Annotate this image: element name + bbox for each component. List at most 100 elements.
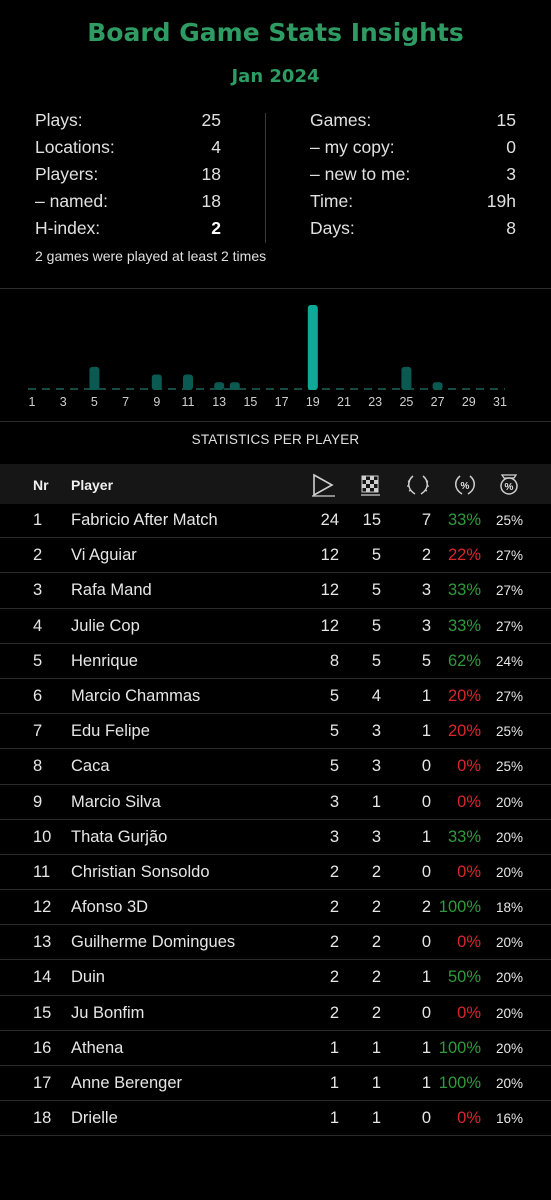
stat-h-index: H-index: 2 [35, 218, 221, 238]
row-percent: 18% [495, 900, 523, 916]
row-nr: 13 [33, 933, 52, 952]
row-percent: 20% [495, 1005, 523, 1021]
table-row[interactable]: 2 Vi Aguiar 12 5 2 22% 27% [0, 538, 551, 574]
row-plays: 2 [329, 968, 339, 987]
row-percent: 25% [495, 513, 523, 528]
row-nr: 16 [33, 1038, 52, 1057]
table-row[interactable]: 8 Caca 5 3 0 0% 25% [0, 749, 551, 785]
row-plays: 12 [320, 616, 339, 635]
row-wins: 5 [421, 651, 431, 670]
row-player-name: Athena [71, 1038, 124, 1057]
table-row[interactable]: 12 Afonso 3D 2 2 2 100% 18% [0, 890, 551, 926]
chart-bar[interactable] [183, 374, 193, 390]
plays-per-day-chart: 1 3 5 7 9 11 13 15 17 19 21 23 25 27 29 31 [28, 305, 507, 409]
row-win-percent: 100% [438, 1074, 481, 1092]
row-win-percent: 50% [447, 968, 481, 987]
table-row[interactable]: 17 Anne Berenger 1 1 1 100% 20% [0, 1066, 551, 1102]
table-row[interactable]: 1 Fabricio After Match 24 15 7 33% 25% [0, 503, 551, 539]
row-percent: 20% [495, 970, 523, 986]
percent-symbol: % [461, 481, 470, 492]
stat-plays: Plays: 25 [35, 110, 221, 130]
row-nr: 15 [33, 1003, 52, 1022]
table-row[interactable]: 3 Rafa Mand 12 5 3 33% 27% [0, 573, 551, 609]
chart-bar[interactable] [432, 382, 443, 390]
row-nr: 17 [33, 1074, 52, 1092]
row-games: 2 [371, 898, 381, 917]
chart-tick-label: 5 [91, 395, 98, 409]
row-wins: 3 [421, 581, 431, 600]
row-plays: 3 [329, 792, 339, 811]
row-win-percent: 33% [447, 511, 481, 529]
row-plays: 1 [329, 1109, 339, 1128]
table-row[interactable]: 18 Drielle 1 1 0 0% 16% [0, 1101, 551, 1137]
chart-tick-label: 1 [29, 395, 36, 409]
chart-bar[interactable] [401, 366, 412, 390]
checkered-board-icon[interactable] [360, 473, 382, 497]
table-row[interactable]: 13 Guilherme Domingues 2 2 0 0% 20% [0, 925, 551, 961]
row-percent: 20% [495, 864, 523, 880]
row-nr: 8 [33, 757, 43, 776]
row-percent: 20% [495, 1040, 523, 1056]
chart-bar[interactable] [229, 382, 240, 390]
table-row[interactable]: 4 Julie Cop 12 5 3 33% 27% [0, 609, 551, 644]
chart-bar[interactable] [151, 374, 162, 390]
row-win-percent: 100% [438, 1038, 481, 1057]
period-label: Jan 2024 [231, 66, 320, 87]
table-row[interactable]: 5 Henrique 8 5 5 62% 24% [0, 644, 551, 679]
row-wins: 0 [421, 757, 431, 776]
row-percent: 27% [495, 548, 523, 564]
table-row[interactable]: 9 Marcio Silva 3 1 0 0% 20% [0, 785, 551, 820]
stat-days: Days: 8 [310, 218, 516, 238]
table-row[interactable]: 14 Duin 2 2 1 50% 20% [0, 960, 551, 996]
chart-bar[interactable] [307, 305, 318, 390]
chart-bar[interactable] [214, 382, 225, 390]
row-percent: 16% [495, 1111, 523, 1127]
laurel-wreath-icon[interactable] [405, 473, 431, 497]
row-games: 1 [371, 1074, 381, 1092]
row-win-percent: 20% [447, 722, 481, 741]
chart-tick-label: 9 [153, 395, 160, 409]
row-win-percent: 33% [447, 827, 481, 846]
stats-left: Plays: 25 Locations: 4 Players: 18 – named:… [35, 110, 221, 245]
divider [0, 288, 551, 289]
header-player[interactable]: Player [71, 477, 114, 493]
row-percent: 27% [495, 583, 523, 599]
chart-tick-label: 7 [122, 395, 129, 409]
row-player-name: Julie Cop [71, 616, 140, 635]
row-percent: 20% [495, 1076, 523, 1091]
row-wins: 1 [421, 1074, 431, 1092]
row-games: 5 [371, 581, 381, 600]
table-row[interactable]: 10 Thata Gurjão 3 3 1 33% 20% [0, 820, 551, 855]
table-row[interactable]: 16 Athena 1 1 1 100% 20% [0, 1031, 551, 1066]
table-row[interactable]: 7 Edu Felipe 5 3 1 20% 25% [0, 714, 551, 750]
row-win-percent: 100% [438, 898, 481, 917]
stat-time: Time: 19h [310, 191, 516, 211]
row-games: 5 [371, 651, 381, 670]
row-games: 1 [371, 1038, 381, 1057]
row-win-percent: 33% [447, 581, 481, 600]
row-percent: 20% [495, 794, 523, 810]
row-nr: 4 [33, 616, 43, 635]
h-index-note: 2 games were played at least 2 times [35, 248, 267, 264]
row-plays: 5 [329, 686, 339, 705]
play-triangle-icon[interactable] [310, 473, 336, 497]
page-title: Board Game Stats Insights [87, 18, 464, 47]
header-nr[interactable]: Nr [33, 477, 49, 493]
row-games: 2 [371, 968, 381, 987]
row-plays: 8 [329, 651, 339, 670]
laurel-percent-icon[interactable]: % [452, 473, 478, 497]
row-percent: 20% [495, 829, 523, 845]
row-percent: 20% [495, 935, 523, 951]
chart-bar[interactable] [89, 366, 100, 390]
row-win-percent: 0% [457, 792, 481, 811]
medal-percent-icon[interactable]: % [497, 473, 521, 497]
row-player-name: Fabricio After Match [71, 511, 218, 529]
row-plays: 2 [329, 933, 339, 952]
table-row[interactable]: 15 Ju Bonfim 2 2 0 0% 20% [0, 996, 551, 1031]
stat-my-copy: – my copy: 0 [310, 137, 516, 157]
chart-tick-label: 3 [60, 395, 67, 409]
stat-locations: Locations: 4 [35, 137, 221, 157]
row-player-name: Anne Berenger [71, 1074, 182, 1092]
table-row[interactable]: 6 Marcio Chammas 5 4 1 20% 27% [0, 679, 551, 715]
table-row[interactable]: 11 Christian Sonsoldo 2 2 0 0% 20% [0, 855, 551, 891]
